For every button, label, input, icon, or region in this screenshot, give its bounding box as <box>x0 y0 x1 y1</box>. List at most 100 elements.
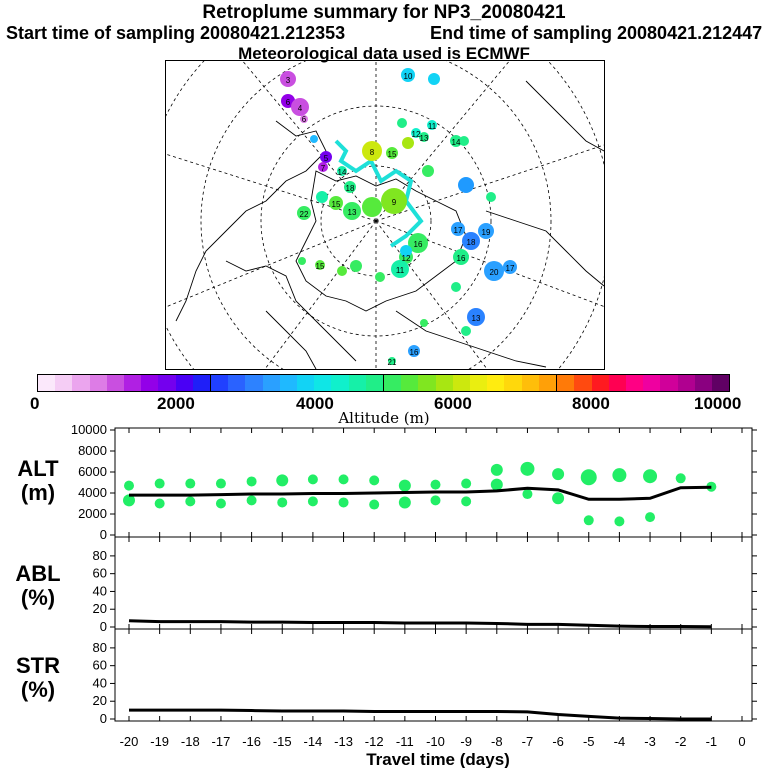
plume-cluster-marker <box>329 196 343 210</box>
plume-cluster-marker <box>298 257 306 265</box>
plume-cluster-marker <box>381 188 407 214</box>
plume-cluster-marker <box>451 222 465 236</box>
alt-scatter-point <box>123 494 135 507</box>
plume-cluster-marker <box>408 345 420 357</box>
alt-scatter-point <box>276 474 289 487</box>
alt-scatter-point <box>338 497 349 508</box>
colorbar-swatch <box>141 375 159 391</box>
y-tick-label: 80 <box>93 640 107 655</box>
alt-scatter-point <box>583 515 594 526</box>
alt-scatter-point <box>154 478 165 489</box>
alt-scatter-point <box>522 489 533 500</box>
panel-frame <box>114 536 753 630</box>
alt-scatter-point <box>246 476 257 487</box>
colorbar-swatch <box>175 375 193 391</box>
alt-scatter-point <box>154 498 165 509</box>
plume-cluster-label: 16 <box>410 348 419 357</box>
plume-cluster-marker <box>400 245 412 257</box>
plume-cluster-marker <box>486 267 498 279</box>
alt-scatter-point <box>338 474 349 485</box>
colorbar-swatch <box>660 375 678 391</box>
y-tick-label: 0 <box>100 527 107 542</box>
colorbar-swatch <box>124 375 142 391</box>
alt-scatter-point <box>614 516 625 527</box>
alt-scatter-point <box>490 463 503 476</box>
colorbar-swatch <box>365 375 384 391</box>
plume-cluster-marker <box>419 132 429 142</box>
plume-cluster-label: 18 <box>346 184 355 193</box>
plume-cluster-marker <box>310 135 318 143</box>
colorbar-swatch <box>55 375 73 391</box>
plume-cluster-marker <box>411 128 421 138</box>
plume-cluster-marker <box>362 141 382 161</box>
plume-cluster-label: 3 <box>286 76 291 85</box>
colorbar-swatch <box>538 375 557 391</box>
plume-cluster-marker <box>343 202 361 220</box>
plume-cluster-marker <box>451 282 461 292</box>
y-tick-label: 60 <box>93 566 107 581</box>
plume-cluster-marker <box>462 232 480 250</box>
alt-scatter-point <box>369 499 380 510</box>
y-tick-label: 8000 <box>78 443 107 458</box>
y-tick-label: 6000 <box>78 464 107 479</box>
x-tick-label: -20 <box>120 734 139 749</box>
alt-scatter-point <box>580 469 597 486</box>
plume-cluster-label: 14 <box>452 138 461 147</box>
panel-frame <box>114 628 753 722</box>
colorbar-swatch <box>694 375 712 391</box>
y-tick-label: 0 <box>100 619 107 634</box>
y-tick-label: 40 <box>93 583 107 598</box>
plume-cluster-label: 11 <box>396 266 405 275</box>
alt-scatter-point <box>461 478 472 489</box>
plume-cluster-marker <box>291 98 309 116</box>
plume-cluster-marker <box>320 151 332 163</box>
colorbar-tick-0: 0 <box>30 394 40 413</box>
colorbar-swatch <box>418 375 436 391</box>
series-line <box>128 619 712 629</box>
plume-cluster-label: 13 <box>472 314 481 323</box>
plume-cluster-label: 22 <box>300 210 309 219</box>
x-tick-label: -14 <box>304 734 323 749</box>
plume-cluster-label: 8 <box>370 148 375 157</box>
panel-ylabel: ALT <box>17 456 59 481</box>
plume-cluster-marker <box>337 166 347 176</box>
colorbar-swatch <box>591 375 609 391</box>
panel-ylabel: (m) <box>21 480 55 505</box>
alt-scatter-point <box>277 497 288 508</box>
plume-cluster-marker <box>297 206 311 220</box>
plume-cluster-label: 20 <box>490 268 499 277</box>
y-tick-label: 20 <box>93 601 107 616</box>
plume-cluster-marker <box>467 308 485 326</box>
x-tick-label: -9 <box>460 734 472 749</box>
colorbar-swatch <box>435 375 453 391</box>
plume-cluster-marker <box>486 192 496 202</box>
alt-scatter-point <box>706 481 717 492</box>
colorbar-swatch <box>192 375 211 391</box>
x-tick-label: -19 <box>150 734 169 749</box>
alt-scatter-point <box>430 479 441 490</box>
colorbar-swatch <box>262 375 280 391</box>
alt-scatter-point <box>185 496 196 507</box>
colorbar-swatch <box>470 375 488 391</box>
plume-cluster-marker <box>316 191 328 203</box>
plume-cluster-marker <box>318 162 328 172</box>
alt-scatter-point <box>398 479 411 492</box>
alt-scatter-point <box>461 496 472 507</box>
alt-scatter-point <box>552 492 565 505</box>
plume-cluster-label: 7 <box>321 164 326 173</box>
alt-scatter-point <box>675 473 686 484</box>
x-tick-label: -16 <box>242 734 261 749</box>
x-tick-label: -3 <box>644 734 656 749</box>
x-tick-label: -10 <box>426 734 445 749</box>
x-axis-label: Travel time (days) <box>366 750 510 768</box>
alt-scatter-point <box>398 496 411 509</box>
colorbar-swatch <box>401 375 419 391</box>
alt-scatter-point <box>215 478 226 489</box>
colorbar-swatch <box>158 375 176 391</box>
plume-cluster-marker <box>362 197 382 217</box>
alt-scatter-point <box>215 498 226 509</box>
alt-scatter-point <box>552 468 565 481</box>
x-tick-label: -13 <box>334 734 353 749</box>
plume-cluster-label: 5 <box>324 154 329 163</box>
x-tick-label: -11 <box>396 734 414 749</box>
